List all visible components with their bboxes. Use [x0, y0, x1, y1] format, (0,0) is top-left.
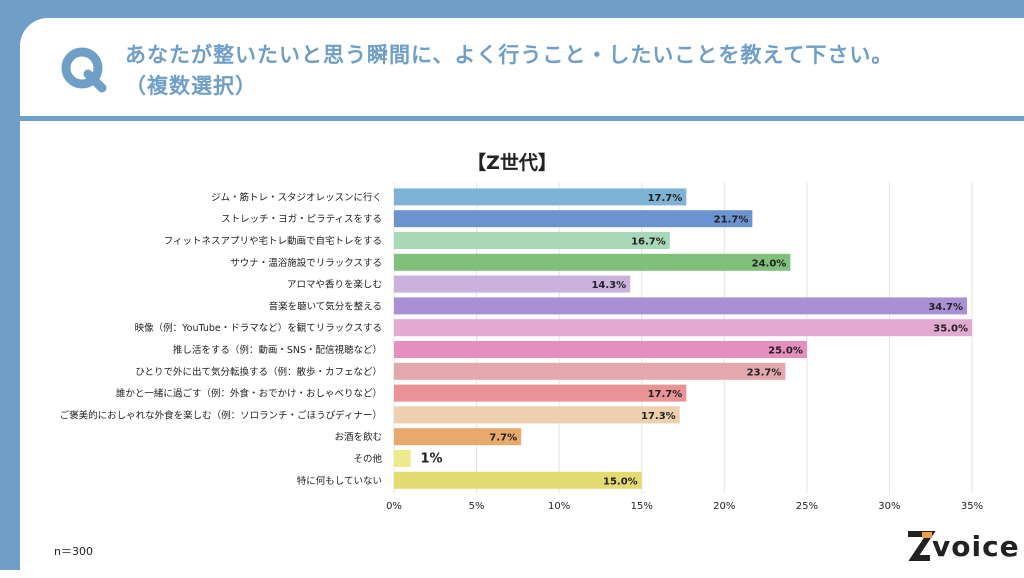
- value-label: 21.7%: [714, 215, 749, 226]
- bar: [394, 428, 522, 446]
- x-tick-label: 10%: [548, 501, 570, 512]
- x-tick-label: 25%: [796, 501, 818, 512]
- bar: [394, 471, 642, 489]
- bar: [394, 319, 972, 337]
- value-label: 34.7%: [928, 302, 963, 313]
- zvoice-logo-icon: [908, 531, 936, 561]
- x-tick-label: 15%: [631, 501, 653, 512]
- chart-title: 【Z世代】: [467, 152, 557, 174]
- bar: [394, 253, 791, 271]
- x-tick-label: 5%: [469, 501, 485, 512]
- category-label: サウナ・温浴施設でリラックスする: [230, 257, 382, 269]
- category-label: アロマや香りを楽しむ: [287, 279, 382, 291]
- category-label: ストレッチ・ヨガ・ピラティスをする: [221, 214, 382, 225]
- value-label: 14.3%: [591, 280, 626, 291]
- value-label: 15.0%: [603, 476, 638, 487]
- value-label: 25.0%: [768, 346, 803, 357]
- q-logo-icon: [61, 47, 107, 93]
- value-label: 17.7%: [648, 193, 683, 204]
- bar: [394, 297, 968, 315]
- category-label: 映像（例：YouTube・ドラマなど）を観てリラックスする: [135, 322, 382, 334]
- value-label: 24.0%: [752, 258, 787, 269]
- category-label: ご褒美的におしゃれな外食を楽しむ（例：ソロランチ・ごほうびディナー）: [60, 409, 382, 421]
- category-label: お酒を飲む: [334, 431, 382, 443]
- bar: [394, 384, 687, 402]
- x-tick-label: 35%: [961, 501, 983, 512]
- bar: [394, 232, 670, 249]
- value-label: 35.0%: [933, 324, 968, 335]
- category-label: ジム・筋トレ・スタジオレッスンに行く: [211, 191, 382, 203]
- category-label: その他: [353, 453, 382, 465]
- bar: [394, 341, 807, 358]
- bar: [394, 275, 631, 293]
- bar: [394, 450, 411, 467]
- question-text: あなたが整いたいと思う瞬間に、よく行うこと・したいことを教えて下さい。 （複数選…: [125, 40, 985, 102]
- bar: [394, 210, 753, 228]
- value-label: 16.7%: [631, 237, 666, 248]
- bar: [394, 362, 786, 380]
- question-line-1: あなたが整いたいと思う瞬間に、よく行うこと・したいことを教えて下さい。: [125, 43, 894, 67]
- bar: [394, 188, 687, 206]
- value-label: 7.7%: [489, 433, 517, 444]
- category-label: 特に何もしていない: [297, 475, 382, 487]
- value-label: 23.7%: [747, 367, 782, 378]
- x-tick-label: 0%: [386, 501, 402, 512]
- bar: [394, 406, 680, 424]
- category-label: フィットネスアプリや宅トレ動画で自宅トレをする: [164, 235, 382, 247]
- category-label: 音楽を聴いて気分を整える: [269, 300, 382, 312]
- value-label: 17.7%: [648, 389, 683, 400]
- category-label: 誰かと一緒に過ごす（例：外食・おでかけ・おしゃべりなど）: [116, 388, 382, 400]
- sample-size-label: n＝300: [54, 545, 93, 558]
- x-tick-label: 30%: [878, 501, 900, 512]
- value-label: 1%: [421, 452, 443, 467]
- category-label: ひとりで外に出て気分転換する（例：散歩・カフェなど）: [135, 366, 382, 378]
- x-tick-label: 20%: [713, 501, 735, 512]
- value-label: 17.3%: [641, 411, 676, 422]
- logo-text: voice: [932, 530, 1020, 563]
- category-label: 推し活をする（例：動画・SNS・配信視聴など）: [173, 344, 382, 356]
- header-divider: [20, 116, 1024, 121]
- question-line-2: （複数選択）: [125, 74, 257, 98]
